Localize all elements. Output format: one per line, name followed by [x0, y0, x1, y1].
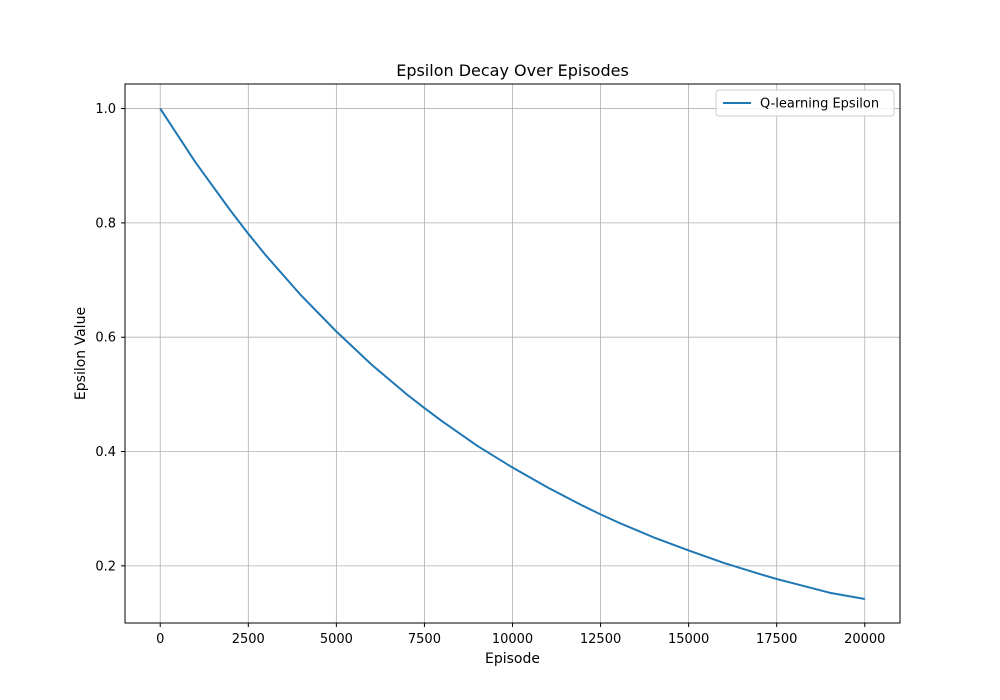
- x-tick-label: 10000: [492, 632, 533, 647]
- y-tick-label: 0.6: [95, 331, 116, 346]
- series-layer: [159, 108, 865, 600]
- series-line-q-learning-epsilon: [159, 108, 865, 600]
- x-tick-label: 17500: [756, 632, 797, 647]
- x-tick-label: 0: [156, 632, 164, 647]
- x-tick-label: 2500: [232, 632, 265, 647]
- legend: Q-learning Epsilon: [715, 89, 895, 117]
- legend-box: [715, 89, 895, 117]
- grid-lines: [125, 84, 900, 623]
- x-tick-label: 12500: [580, 632, 621, 647]
- x-tick-label: 5000: [320, 632, 353, 647]
- y-tick-label: 0.4: [95, 445, 116, 460]
- x-tick-label: 7500: [408, 632, 441, 647]
- y-tick-label: 0.8: [95, 216, 116, 231]
- axis-ticks: 0 2500 5000 7500 10000 12500 15000 17500 20000 0.…: [95, 102, 885, 647]
- legend-entry-label: Q-learning Epsilon: [760, 97, 879, 112]
- chart-title: Epsilon Decay Over Episodes: [396, 61, 629, 80]
- x-tick-label: 15000: [668, 632, 709, 647]
- x-tick-label: 20000: [844, 632, 885, 647]
- x-axis-label: Episode: [485, 651, 540, 667]
- y-tick-label: 0.2: [95, 559, 116, 574]
- y-axis-label: Epsilon Value: [73, 307, 89, 400]
- y-tick-label: 1.0: [95, 102, 116, 117]
